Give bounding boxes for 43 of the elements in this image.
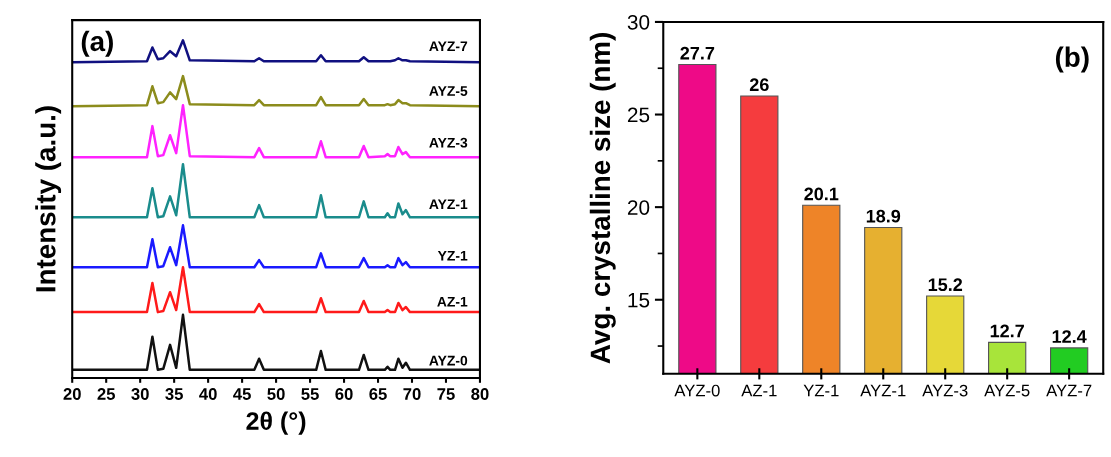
annotation: (a) [81, 30, 113, 57]
series-label: AYZ-3 [429, 137, 468, 148]
series-label: AYZ-7 [429, 41, 468, 51]
x-tick-label: 55 [301, 388, 319, 400]
x-tick-label: 60 [335, 388, 353, 400]
y-tick-label: 15 [628, 292, 650, 308]
series-label: AYZ-5 [429, 86, 468, 96]
x-tick-label: 45 [233, 388, 251, 400]
x-tick-label: AZ-1 [741, 384, 777, 397]
data-label: 20.1 [804, 187, 839, 201]
data-label: 15.2 [928, 278, 963, 292]
x-tick-label: 50 [267, 388, 285, 400]
x-tick-label: AYZ-7 [1046, 384, 1092, 397]
x-tick-label: AYZ-5 [984, 384, 1030, 397]
x-tick-label: 80 [471, 388, 489, 400]
x-tick-label: YZ-1 [803, 384, 839, 397]
x-tick-label: 65 [369, 388, 387, 400]
data-label: 26 [749, 78, 769, 92]
x-axis-title: 2θ (°) [246, 411, 306, 435]
x-tick-label: 35 [165, 388, 183, 400]
series-label: AZ-1 [437, 296, 468, 307]
x-tick-label: AYZ-3 [922, 384, 968, 397]
data-label: 12.7 [990, 324, 1024, 338]
x-tick-label: 30 [131, 388, 149, 400]
data-label: 27.7 [680, 46, 715, 60]
series-label: AYZ-0 [429, 355, 468, 366]
annotation: (b) [1055, 46, 1089, 73]
y-tick-label: 20 [627, 200, 650, 215]
series-label: YZ-1 [437, 250, 468, 261]
data-label: 18.9 [866, 209, 901, 223]
y-axis-title: Intensity (a.u.) [35, 106, 62, 292]
series-label: AYZ-1 [429, 199, 468, 210]
x-tick-label: AYZ-1 [860, 384, 906, 397]
y-axis-title: Avg. crystalline size (nm) [589, 33, 616, 364]
x-tick-label: 70 [403, 388, 421, 400]
x-tick-label: 25 [97, 388, 115, 400]
y-tick-label: 25 [627, 107, 650, 123]
x-tick-label: 40 [199, 388, 217, 400]
x-tick-label: AYZ-0 [674, 384, 720, 397]
x-tick-label: 75 [437, 388, 455, 400]
data-label: 12.4 [1052, 330, 1087, 343]
x-tick-label: 20 [63, 388, 81, 400]
y-tick-label: 30 [627, 14, 650, 30]
